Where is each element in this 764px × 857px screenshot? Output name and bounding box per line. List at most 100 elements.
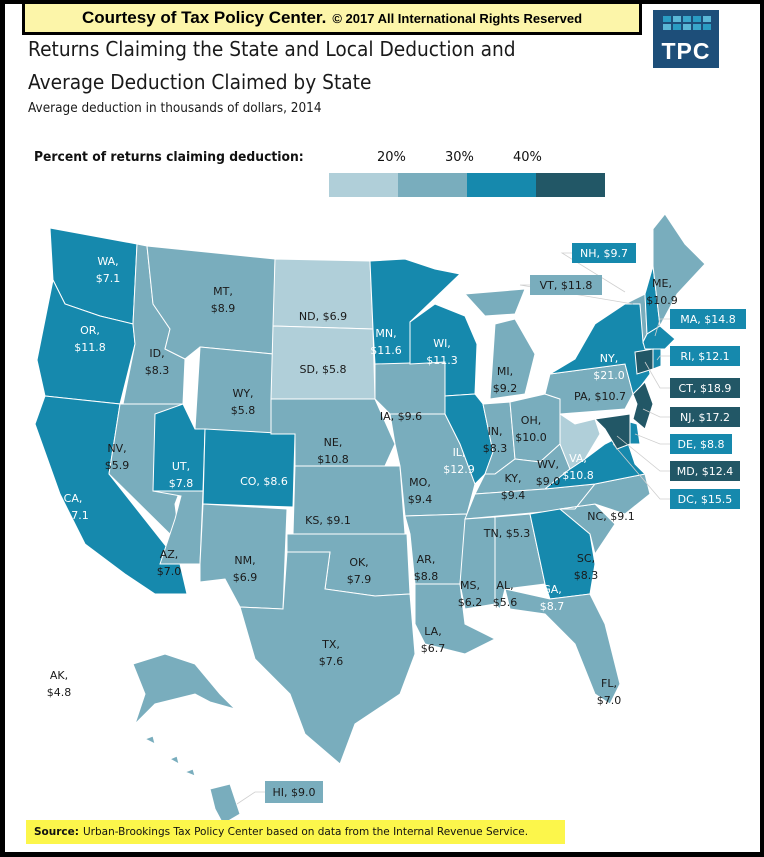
state-label-sd: SD, $5.8 [300, 363, 347, 376]
callout-label: VT, $11.8 [540, 279, 593, 292]
callout-label: NH, $9.7 [580, 247, 628, 260]
source-text: Urban-Brookings Tax Policy Center based … [82, 826, 529, 838]
state-label-text: AZ, $7.0 [157, 548, 182, 578]
state-label-text: WI, $11.3 [426, 337, 458, 367]
state-label-az: AZ, $7.0 [157, 548, 182, 578]
state-label-ga: GA, $8.7 [540, 583, 565, 613]
callout-box [670, 309, 746, 329]
state-ri [652, 348, 662, 370]
state-label-text: VA, $10.8 [562, 452, 594, 482]
callout-hi: HI, $9.0 [265, 781, 323, 803]
state-de [629, 421, 641, 445]
callout-md: MD, $12.4 [670, 461, 740, 481]
state-label-text: UT, $7.8 [169, 460, 194, 490]
legend-bin-0 [329, 173, 398, 197]
chart-frame: Courtesy of Tax Policy Center. © 2017 Al… [5, 4, 760, 852]
legend-label: Percent of returns claiming deduction: [34, 150, 304, 165]
state-label-in: IN, $8.3 [483, 425, 508, 455]
state-label-text: SC, $8.3 [574, 552, 599, 582]
state-label-tx: TX, $7.6 [319, 638, 344, 668]
callout-label: CT, $18.9 [679, 382, 732, 395]
state-label-text: MI, $9.2 [493, 365, 518, 395]
state-label-al: AL, $5.6 [493, 579, 518, 609]
state-label-wv: WV, $9.0 [536, 458, 561, 488]
tpc-logo: TPC [653, 10, 719, 68]
state-label-ms: MS, $6.2 [458, 579, 483, 609]
state-mi [463, 288, 536, 400]
state-label-ok: OK, $7.9 [347, 556, 372, 586]
state-label-text: LA, $6.7 [421, 625, 446, 655]
state-label-nv: NV, $5.9 [105, 442, 130, 472]
state-label-wa: WA, $7.1 [96, 255, 121, 285]
callout-box [670, 461, 740, 481]
courtesy-text: Courtesy of Tax Policy Center. [81, 8, 327, 27]
state-label-text: NV, $5.9 [105, 442, 130, 472]
state-ms [459, 516, 496, 610]
callout-nh: NH, $9.7 [572, 243, 636, 263]
legend-bin-1 [398, 173, 467, 197]
state-ct [634, 348, 654, 375]
state-label-la: LA, $6.7 [421, 625, 446, 655]
state-label-nd: ND, $6.9 [299, 310, 347, 323]
state-label-text: IA, $9.6 [380, 410, 422, 423]
state-az [152, 490, 204, 565]
state-label-text: PA, $10.7 [574, 390, 626, 403]
state-label-text: MT, $8.9 [211, 285, 236, 315]
chart-title-line1: Returns Claiming the State and Local Ded… [28, 37, 516, 61]
state-label-text: NM, $6.9 [233, 554, 258, 584]
state-md [593, 413, 631, 450]
state-label-text: SD, $5.8 [300, 363, 347, 376]
legend-tick-40: 40% [513, 150, 542, 165]
legend-tick-20: 20% [377, 150, 406, 165]
state-label-text: NC, $9.1 [587, 510, 634, 523]
courtesy-banner: Courtesy of Tax Policy Center. © 2017 Al… [22, 4, 642, 35]
state-label-text: OH, $10.0 [515, 414, 547, 444]
callout-label: MA, $14.8 [680, 313, 736, 326]
callout-ri: RI, $12.1 [670, 346, 740, 366]
state-label-pa: PA, $10.7 [574, 390, 626, 403]
state-label-text: NY, $21.0 [593, 352, 625, 382]
state-label-id: ID, $8.3 [145, 347, 170, 377]
state-me [652, 213, 706, 328]
state-label-ks: KS, $9.1 [305, 514, 351, 527]
callout-label: DC, $15.5 [678, 493, 733, 506]
state-label-text: TX, $7.6 [319, 638, 344, 668]
chart-subtitle: Average deduction in thousands of dollar… [28, 101, 322, 116]
callout-ct: CT, $18.9 [670, 378, 740, 398]
state-label-text: KS, $9.1 [305, 514, 351, 527]
leader-line-dc [612, 443, 670, 500]
state-label-text: MS, $6.2 [458, 579, 483, 609]
state-label-wy: WY, $5.8 [231, 387, 256, 417]
state-label-text: WV, $9.0 [536, 458, 561, 488]
state-label-text: CA, $17.1 [57, 492, 89, 522]
source-note: Source: Urban-Brookings Tax Policy Cente… [26, 820, 565, 844]
state-label-ny: NY, $21.0 [593, 352, 625, 382]
leader-line-nh [560, 252, 626, 293]
callout-box [670, 434, 732, 454]
callout-label: MD, $12.4 [677, 465, 733, 478]
state-nm [199, 503, 288, 610]
state-wv [559, 413, 601, 470]
state-label-ne: NE, $10.8 [317, 436, 349, 466]
state-label-text: MO, $9.4 [408, 476, 433, 506]
state-co [202, 428, 296, 508]
state-label-text: AK, $4.8 [47, 669, 72, 699]
state-label-text: AL, $5.6 [493, 579, 518, 609]
state-label-text: ND, $6.9 [299, 310, 347, 323]
leader-line-vt [519, 284, 634, 305]
chart-title-line2: Average Deduction Claimed by State [28, 70, 372, 94]
callout-vt: VT, $11.8 [530, 275, 602, 295]
callout-box [670, 378, 740, 398]
state-label-ar: AR, $8.8 [414, 553, 439, 583]
state-label-nm: NM, $6.9 [233, 554, 258, 584]
state-label-mo: MO, $9.4 [408, 476, 433, 506]
state-label-me: ME, $10.9 [646, 277, 678, 307]
state-label-ak: AK, $4.8 [47, 669, 72, 699]
callout-box [670, 489, 740, 509]
callout-box [670, 407, 740, 427]
leader-line-md [616, 435, 670, 472]
state-label-text: MN, $11.6 [370, 327, 402, 357]
state-label-text: OR, $11.8 [74, 324, 106, 354]
callout-label: RI, $12.1 [680, 350, 729, 363]
state-label-oh: OH, $10.0 [515, 414, 547, 444]
